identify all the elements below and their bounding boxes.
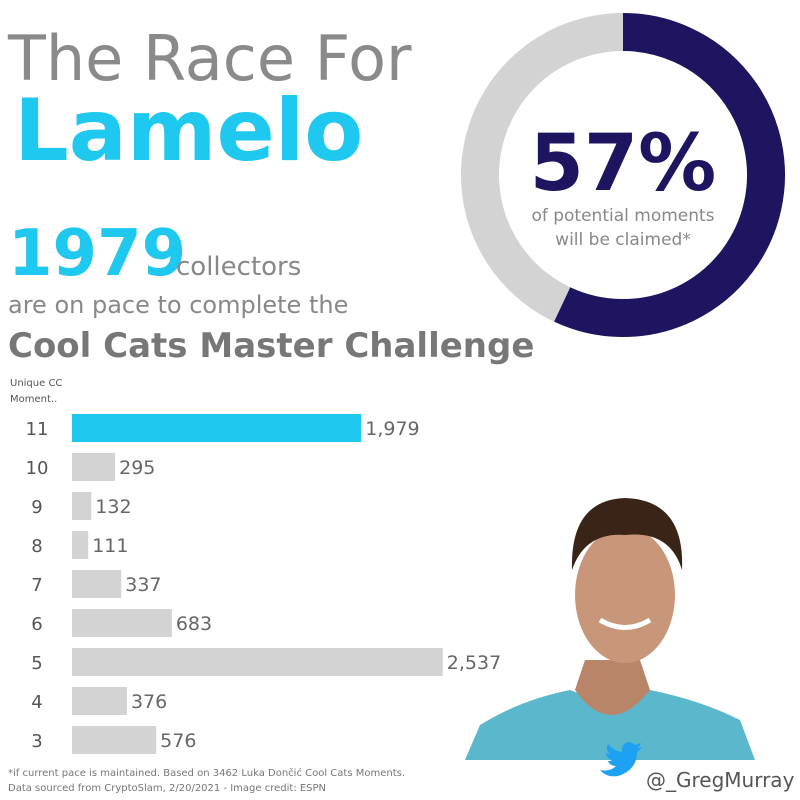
y-tick-label: 6 <box>31 614 42 635</box>
player-photo <box>465 498 755 760</box>
bar-value-label: 337 <box>125 574 161 596</box>
twitter-handle[interactable]: @_GregMurray <box>646 768 795 792</box>
donut-segment <box>554 13 785 337</box>
y-tick-label: 11 <box>26 419 49 440</box>
title-line2: Lamelo <box>14 81 363 181</box>
footnote: *if current pace is maintained. Based on… <box>8 767 405 779</box>
bar-value-label: 295 <box>119 457 155 479</box>
bar <box>72 648 443 676</box>
subtitle-line: are on pace to complete the <box>8 291 348 319</box>
y-tick-label: 4 <box>31 692 42 713</box>
donut-segment <box>461 13 624 322</box>
bar <box>72 531 89 559</box>
bar-value-label: 576 <box>160 730 196 752</box>
source-note: Data sourced from CryptoSlam, 2/20/2021 … <box>8 783 326 794</box>
bar-value-label: 132 <box>95 496 131 518</box>
donut-caption: will be claimed* <box>555 230 691 250</box>
bar-value-label: 683 <box>176 613 212 635</box>
y-tick-label: 9 <box>31 497 42 518</box>
bar <box>72 609 172 637</box>
bar <box>72 687 127 715</box>
bar <box>72 492 92 520</box>
headline-unit: collectors <box>176 252 301 282</box>
bar <box>72 570 122 598</box>
bar-value-label: 111 <box>92 535 128 557</box>
y-tick-label: 7 <box>31 575 42 596</box>
donut-caption: of potential moments <box>531 206 714 226</box>
donut-center-value: 57% <box>530 119 717 209</box>
bar <box>72 414 362 442</box>
bar <box>72 726 157 754</box>
twitter-icon <box>600 742 642 777</box>
y-axis-title: Moment.. <box>10 394 57 405</box>
bar <box>72 453 116 481</box>
title-line1: The Race For <box>7 22 412 95</box>
bar-value-label: 2,537 <box>447 652 501 674</box>
y-tick-label: 5 <box>31 653 42 674</box>
bar-value-label: 376 <box>131 691 167 713</box>
headline-number: 1979 <box>8 217 186 291</box>
bar-value-label: 1,979 <box>365 418 419 440</box>
y-tick-label: 10 <box>26 458 49 479</box>
challenge-name: Cool Cats Master Challenge <box>8 326 534 366</box>
y-tick-label: 3 <box>31 731 42 752</box>
y-tick-label: 8 <box>31 536 42 557</box>
y-axis-title: Unique CC <box>10 378 62 389</box>
